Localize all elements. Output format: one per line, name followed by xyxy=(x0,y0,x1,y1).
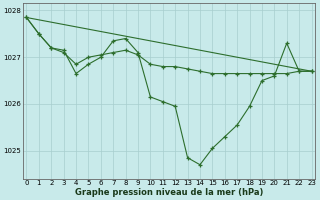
X-axis label: Graphe pression niveau de la mer (hPa): Graphe pression niveau de la mer (hPa) xyxy=(75,188,263,197)
